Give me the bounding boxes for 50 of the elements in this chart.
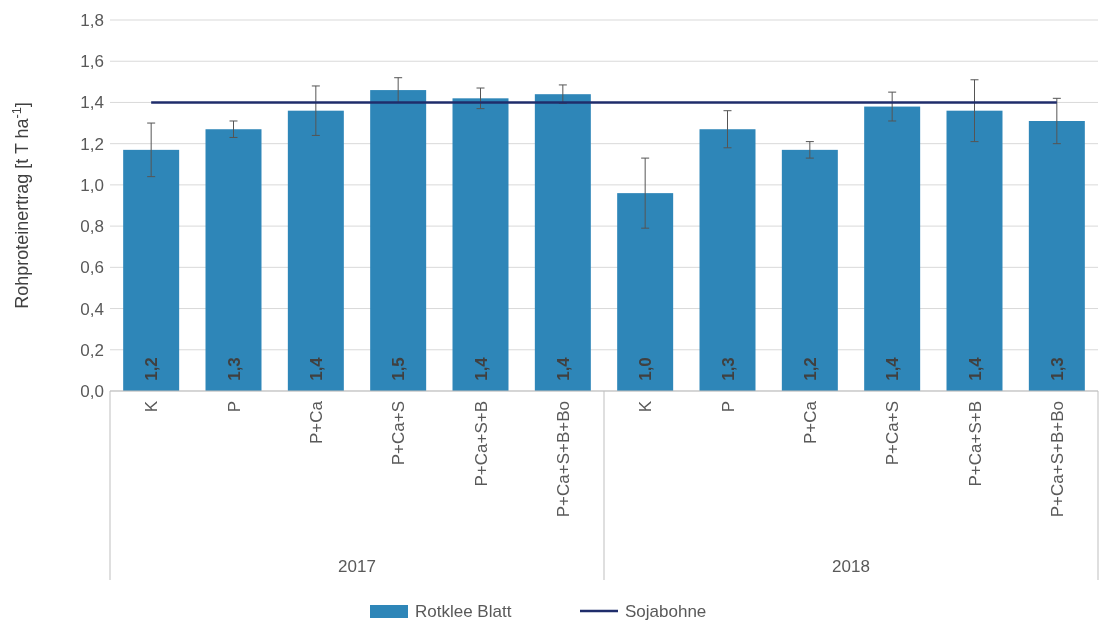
x-tick-label: P+Ca+S: [883, 401, 903, 466]
x-tick-label: P: [718, 401, 738, 413]
x-tick-label: P+Ca+S+B: [471, 401, 491, 487]
x-tick-label: P+Ca+S+B+Bo: [1047, 401, 1067, 518]
bar: [864, 106, 921, 391]
y-tick-label: 0,8: [80, 217, 104, 237]
bar: [781, 149, 838, 391]
data-label: 1,4: [306, 356, 326, 381]
data-label: 1,4: [471, 356, 491, 381]
data-label: 1,4: [553, 356, 573, 381]
data-label: 1,0: [636, 357, 656, 381]
text: 2018: [832, 557, 870, 576]
data-label: 1,2: [142, 357, 162, 381]
x-tick-label: P+Ca+S: [389, 401, 409, 466]
bar: [946, 110, 1003, 391]
y-tick-label: 1,8: [80, 10, 104, 30]
x-tick-label: P: [224, 401, 244, 413]
bar: [287, 110, 344, 391]
y-tick-label: 1,0: [80, 175, 104, 195]
data-label: 1,4: [883, 356, 903, 381]
text: 2017: [338, 557, 376, 576]
x-tick-label: P+Ca+S+B+Bo: [553, 401, 573, 518]
bar: [370, 90, 427, 391]
y-tick-label: 1,6: [80, 52, 104, 72]
legend-label: Rotklee Blatt: [415, 602, 512, 621]
x-tick-label: K: [636, 400, 656, 413]
y-tick-label: 0,6: [80, 258, 104, 278]
x-tick-label: P+Ca: [306, 400, 326, 444]
y-tick-label: 0,2: [80, 340, 104, 360]
x-tick-label: P+Ca+S+B: [965, 401, 985, 487]
data-label: 1,3: [224, 357, 244, 381]
y-tick-label: 0,4: [80, 299, 104, 319]
bar: [452, 98, 509, 391]
data-label: 1,4: [965, 356, 985, 381]
bar: [534, 94, 591, 391]
bar: [699, 129, 756, 391]
y-tick-label: 0,0: [80, 381, 104, 401]
legend-label: Sojabohne: [625, 602, 707, 621]
bar: [205, 129, 262, 391]
x-tick-label: K: [142, 400, 162, 413]
data-label: 1,3: [718, 357, 738, 381]
bar: [617, 193, 674, 391]
y-tick-label: 1,2: [80, 134, 104, 154]
bar: [1028, 120, 1085, 391]
bar: [123, 149, 180, 391]
x-tick-label: P+Ca: [800, 400, 820, 444]
data-label: 1,2: [800, 357, 820, 381]
data-label: 1,5: [389, 357, 409, 381]
y-tick-label: 1,4: [80, 93, 104, 113]
data-label: 1,3: [1047, 357, 1067, 381]
